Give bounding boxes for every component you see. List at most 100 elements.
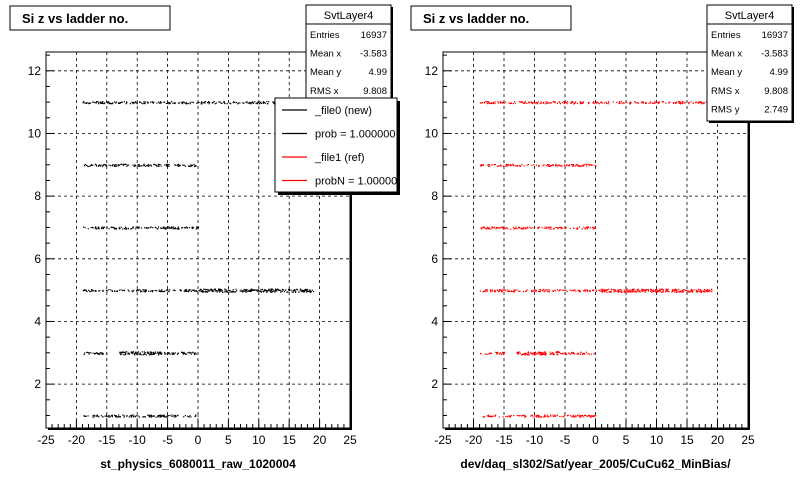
data-point — [675, 102, 677, 104]
data-point — [494, 290, 496, 292]
data-point — [208, 290, 210, 292]
data-point — [573, 415, 575, 417]
data-point — [585, 351, 587, 353]
data-point — [708, 290, 710, 292]
data-point — [655, 290, 657, 292]
data-point — [530, 101, 532, 103]
data-point — [537, 226, 539, 228]
data-point — [642, 101, 644, 103]
data-point — [104, 163, 106, 166]
data-point — [212, 101, 214, 103]
data-point — [232, 289, 234, 291]
x-tick-label: -20 — [68, 433, 86, 447]
data-point — [512, 291, 514, 293]
data-point — [255, 102, 257, 105]
data-point — [673, 102, 675, 104]
data-point — [96, 101, 98, 103]
data-point — [690, 101, 692, 103]
data-point — [541, 289, 544, 292]
x-tick-label: 0 — [592, 433, 599, 447]
data-point — [481, 102, 484, 104]
data-point — [695, 102, 697, 104]
data-point — [278, 289, 281, 291]
data-point — [207, 102, 209, 104]
data-point — [132, 414, 134, 416]
data-point — [97, 226, 99, 228]
data-point — [166, 415, 168, 417]
data-point — [136, 289, 138, 291]
data-point — [655, 101, 657, 103]
data-point — [562, 102, 564, 104]
data-point — [584, 163, 586, 165]
data-point — [576, 415, 578, 417]
data-point — [224, 288, 226, 290]
data-point — [582, 290, 585, 292]
data-point — [143, 351, 145, 353]
data-point — [579, 291, 581, 293]
data-point — [108, 416, 110, 418]
data-point — [115, 415, 117, 417]
data-point — [564, 228, 566, 230]
data-point — [185, 102, 187, 104]
data-point — [545, 289, 547, 291]
data-point — [102, 165, 104, 167]
data-point — [262, 101, 264, 103]
data-point — [560, 226, 562, 228]
data-point — [158, 101, 160, 103]
data-point — [545, 103, 547, 105]
data-point — [168, 165, 170, 167]
data-point — [152, 102, 154, 104]
data-point — [692, 102, 694, 104]
data-point — [683, 289, 685, 291]
data-point — [545, 354, 547, 356]
data-point — [196, 102, 198, 104]
data-point — [519, 351, 521, 353]
x-tick-label: -25 — [434, 433, 452, 447]
data-point — [296, 289, 299, 291]
data-point — [518, 226, 520, 228]
data-point — [501, 353, 503, 355]
data-point — [689, 290, 691, 292]
data-point — [566, 291, 568, 293]
data-point — [703, 102, 705, 104]
data-point — [636, 102, 638, 104]
data-point — [505, 289, 507, 292]
data-point — [705, 289, 708, 292]
y-tick-label: 8 — [34, 189, 41, 203]
data-point — [511, 290, 513, 292]
data-point — [125, 103, 127, 105]
data-point — [654, 102, 656, 104]
data-point — [547, 415, 549, 418]
data-point — [601, 101, 603, 103]
data-point — [87, 351, 89, 353]
data-point — [654, 101, 656, 103]
data-point — [288, 288, 290, 290]
data-point — [619, 102, 621, 104]
data-point — [684, 101, 686, 103]
data-point — [93, 416, 95, 418]
data-point — [522, 415, 524, 417]
data-point — [148, 415, 150, 418]
data-point — [521, 164, 523, 166]
data-point — [236, 290, 238, 292]
data-point — [577, 165, 579, 167]
data-point — [696, 290, 698, 292]
data-point — [632, 290, 634, 292]
data-point — [207, 290, 209, 292]
data-point — [660, 288, 662, 290]
data-point — [594, 164, 596, 167]
data-point — [102, 290, 104, 292]
data-point — [542, 101, 545, 103]
data-point — [137, 351, 139, 353]
data-point — [129, 415, 131, 417]
data-point — [270, 291, 272, 293]
data-point — [108, 289, 110, 291]
data-point — [181, 103, 183, 105]
data-point — [531, 289, 533, 291]
data-point — [607, 103, 609, 105]
y-tick-label: 12 — [28, 64, 42, 78]
data-point — [127, 353, 129, 355]
data-point — [181, 351, 183, 353]
data-point — [86, 102, 88, 104]
